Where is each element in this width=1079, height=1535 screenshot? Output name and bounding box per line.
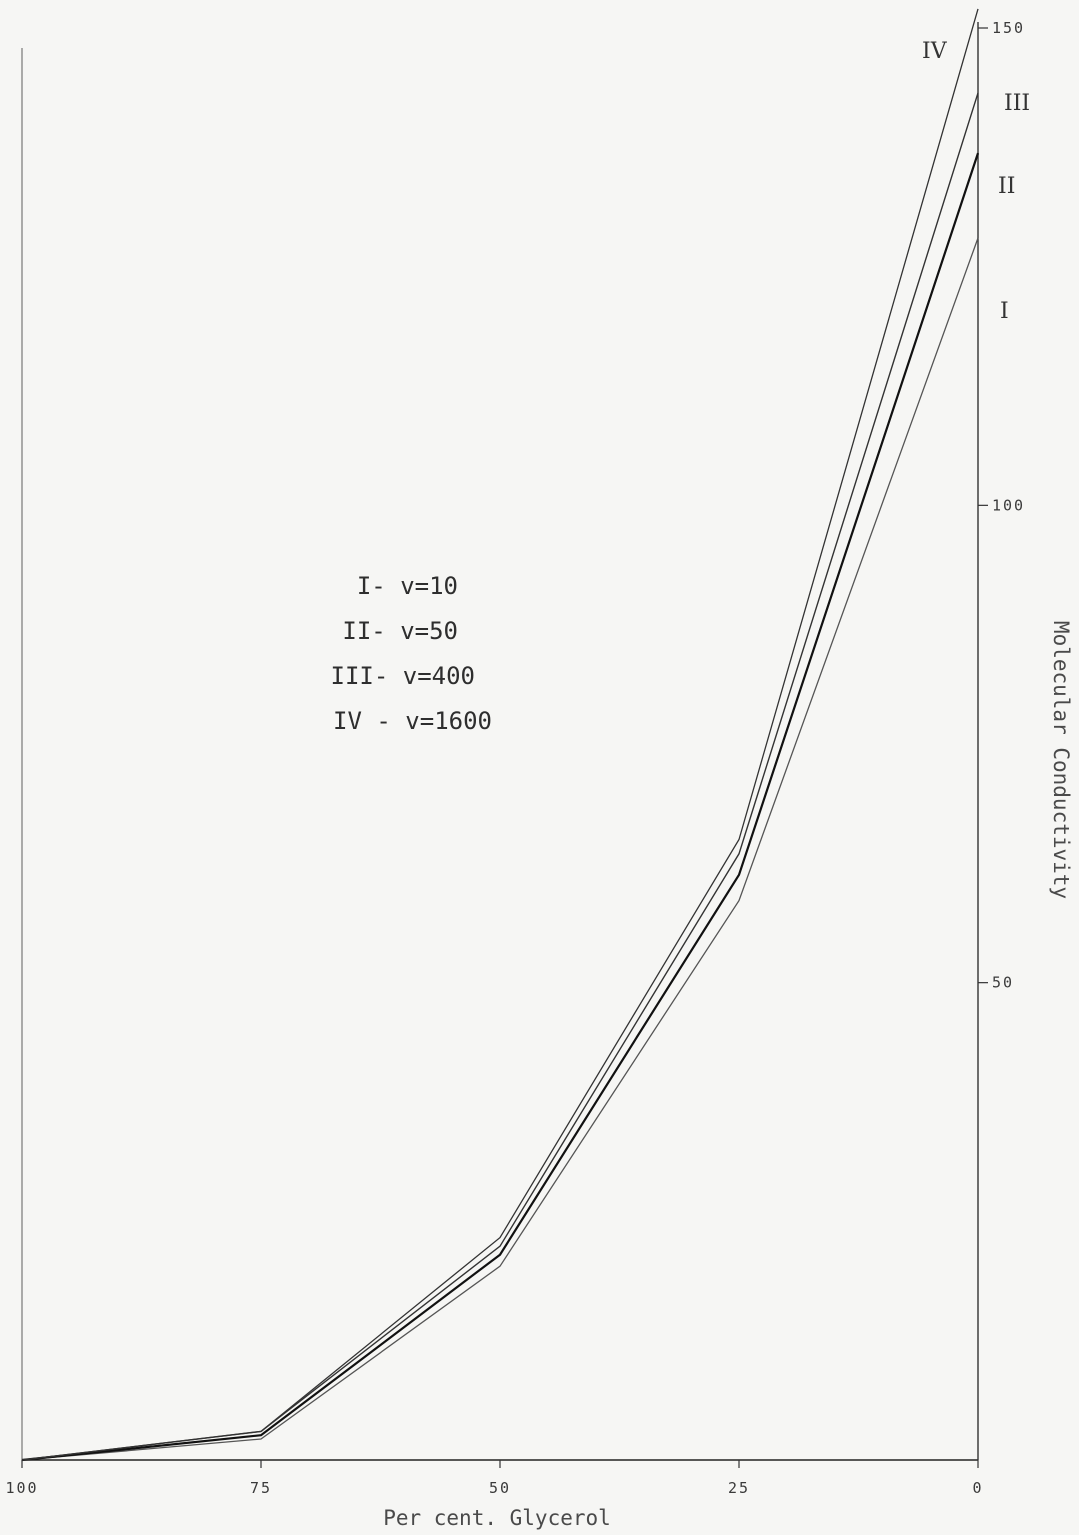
series-label-I: I [1000,299,1009,324]
series-label-IV: IV [922,39,948,64]
series-line-II [21,152,980,1462]
legend-entry: I- v=10 [357,572,458,600]
x-tick-label: 75 [250,1479,272,1497]
series-line-IV [21,8,979,1461]
series-lines [21,8,980,1462]
legend-entry: IV - v=1600 [333,707,492,735]
x-tick-label: 100 [5,1479,38,1497]
y-axis-title: Molecular Conductivity [1049,621,1073,899]
x-tick-label: 0 [972,1479,983,1497]
y-tick-label: 100 [992,496,1025,514]
series-label-III: III [1004,91,1030,116]
y-tick-label: 50 [992,974,1014,992]
x-tick-label: 25 [728,1479,750,1497]
series-line-I [21,237,979,1461]
legend-entry: III- v=400 [331,662,476,690]
x-axis-title: Per cent. Glycerol [383,1506,611,1530]
x-tick-label: 50 [489,1479,511,1497]
series-label-II: II [998,174,1015,199]
legend-entry: II- v=50 [342,617,458,645]
axes: 100 75 50 25 0 50 100 150 [5,19,1025,1497]
y-tick-label: 150 [992,19,1025,37]
legend: I- v=10 II- v=50 III- v=400 IV - v=1600 [331,572,493,735]
